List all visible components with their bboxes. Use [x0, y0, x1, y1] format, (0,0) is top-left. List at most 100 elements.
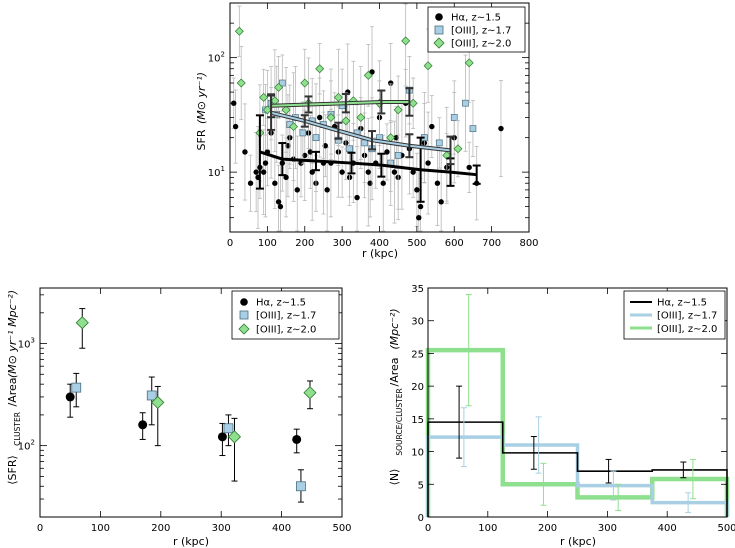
halpha-point — [354, 194, 360, 201]
bottom-right-frame — [427, 287, 728, 518]
halpha-point — [380, 180, 386, 186]
halpha-point — [410, 169, 416, 175]
bottom-left-frame — [39, 287, 343, 518]
oiii20-point — [75, 316, 89, 330]
bottom-right-panel: 0 100 200 300 400 500 0 5 10 15 20 25 30 35 r (kpc) ⟨… — [388, 284, 735, 548]
halpha-point — [429, 123, 435, 130]
br-ylabel-rest: /Area — [388, 357, 401, 386]
oiii17-point — [361, 139, 368, 147]
oiii20-point — [326, 113, 336, 122]
bl-ylabel-units: (M⊙ yr⁻¹ Mpc⁻²) — [6, 290, 19, 378]
x-tick-label-2: 200 — [151, 523, 170, 534]
bl-legend-halpha: Hα, z∼1.5 — [256, 298, 306, 309]
br-legend-oiii20: [OIII], z∼2.0 — [657, 324, 717, 335]
halpha-point — [294, 187, 300, 193]
oiii17-point — [312, 134, 320, 142]
halpha-point — [367, 180, 373, 186]
oiii20-point — [262, 105, 272, 115]
halpha-point — [339, 169, 345, 175]
x-tick-label-7: 700 — [482, 238, 501, 249]
br-ylabel-sub: SOURCE/CLUSTER — [395, 388, 404, 455]
halpha-point — [277, 203, 284, 210]
halpha-point — [65, 392, 75, 402]
bottom-left-ylabel: ⟨SFR⟩ CLUSTER /Area (M⊙ yr⁻¹ Mpc⁻²) — [6, 290, 22, 485]
bottom-left-plot-area — [65, 308, 317, 503]
bl-legend-box — [231, 290, 340, 340]
y-tick-label-0: 0 — [418, 513, 424, 524]
x-tick-label-5: 500 — [332, 523, 351, 534]
oiii20-point — [300, 78, 310, 88]
top-ticks: 0 100 200 300 400 500 600 700 800 101 102 — [208, 2, 539, 249]
oiii20-point — [363, 70, 373, 80]
br-legend-oiii17: [OIII], z∼1.7 — [657, 311, 717, 322]
halpha-point — [292, 434, 302, 444]
oiii20-point — [423, 61, 433, 71]
y-tick-label-2: 10 — [411, 448, 424, 459]
x-tick-label-1: 100 — [258, 238, 277, 249]
halpha-point — [302, 152, 308, 159]
y-tick-label-7: 35 — [411, 284, 424, 295]
halpha-step — [427, 421, 728, 517]
x-tick-label-0: 0 — [37, 523, 43, 534]
oiii17-point — [146, 390, 157, 401]
x-tick-label-0: 0 — [425, 523, 431, 534]
halpha-point — [242, 149, 248, 155]
bottom-left-xlabel: r (kpc) — [173, 535, 209, 548]
top-legend-oiii17: [OIII], z∼1.7 — [451, 26, 511, 37]
bottom-right-plot-area — [425, 294, 730, 517]
oiii20-point — [386, 133, 396, 143]
halpha-point — [498, 125, 504, 132]
x-tick-label-1: 100 — [478, 523, 497, 534]
x-tick-label-6: 600 — [445, 238, 464, 249]
oiii20-point — [315, 64, 325, 74]
halpha-point — [391, 169, 398, 175]
y-tick-label-1: 5 — [418, 480, 424, 491]
x-tick-label-4: 400 — [370, 238, 389, 249]
top-plot-area — [231, 3, 504, 232]
oiii20-point — [408, 98, 418, 108]
oiii20-point — [356, 113, 366, 122]
x-tick-label-1: 100 — [91, 523, 110, 534]
halpha-point — [232, 123, 239, 130]
halpha-point — [466, 164, 472, 171]
oiii20-point — [151, 395, 165, 409]
oiii20-point — [333, 92, 343, 102]
oiii17-point — [278, 79, 286, 87]
halpha-point — [217, 432, 227, 442]
top-legend-marker-halpha — [435, 13, 443, 21]
oiii20-point — [341, 116, 351, 126]
x-tick-label-0: 0 — [227, 238, 233, 249]
top-xlabel: r (kpc) — [362, 247, 398, 260]
top-legend-oiii20: [OIII], z∼2.0 — [451, 39, 511, 50]
y-tick-label-3: 15 — [411, 415, 424, 426]
x-tick-label-2: 200 — [295, 238, 314, 249]
bottom-right-xlabel: r (kpc) — [560, 535, 596, 548]
bl-ylabel-main: ⟨SFR⟩ — [6, 455, 19, 485]
halpha-trend — [259, 150, 477, 177]
top-legend: Hα, z∼1.5 [OIII], z∼1.7 [OIII], z∼2.0 — [427, 6, 526, 53]
halpha-point — [138, 420, 148, 430]
bl-ylabel-rest: /Area — [6, 377, 19, 406]
x-tick-label-5: 500 — [407, 238, 426, 249]
oiii20-point — [259, 92, 269, 102]
y-tick-label-5: 25 — [411, 349, 424, 360]
oiii20-point — [303, 386, 317, 400]
oiii20-step — [425, 347, 730, 517]
halpha-point — [417, 203, 424, 210]
bottom-right-ticks: 0 100 200 300 400 500 0 5 10 15 20 25 30 35 — [411, 284, 735, 534]
oiii20-point — [236, 78, 246, 88]
br-legend-halpha: Hα, z∼1.5 — [657, 298, 707, 309]
halpha-point — [247, 180, 254, 186]
y-tick-label-0: 101 — [208, 165, 225, 179]
halpha-point — [393, 134, 400, 141]
top-legend-halpha: Hα, z∼1.5 — [451, 13, 501, 24]
halpha-point — [322, 143, 329, 149]
bl-legend-marker-halpha — [240, 298, 248, 306]
y-tick-label-0: 102 — [18, 439, 35, 453]
bottom-left-panel: 0 100 200 300 400 500 102 103 r (kpc) ⟨SFR⟩ CLU… — [6, 287, 352, 548]
halpha-point — [324, 187, 330, 193]
oiii20-point — [289, 122, 299, 132]
oiii20-point — [401, 36, 411, 46]
